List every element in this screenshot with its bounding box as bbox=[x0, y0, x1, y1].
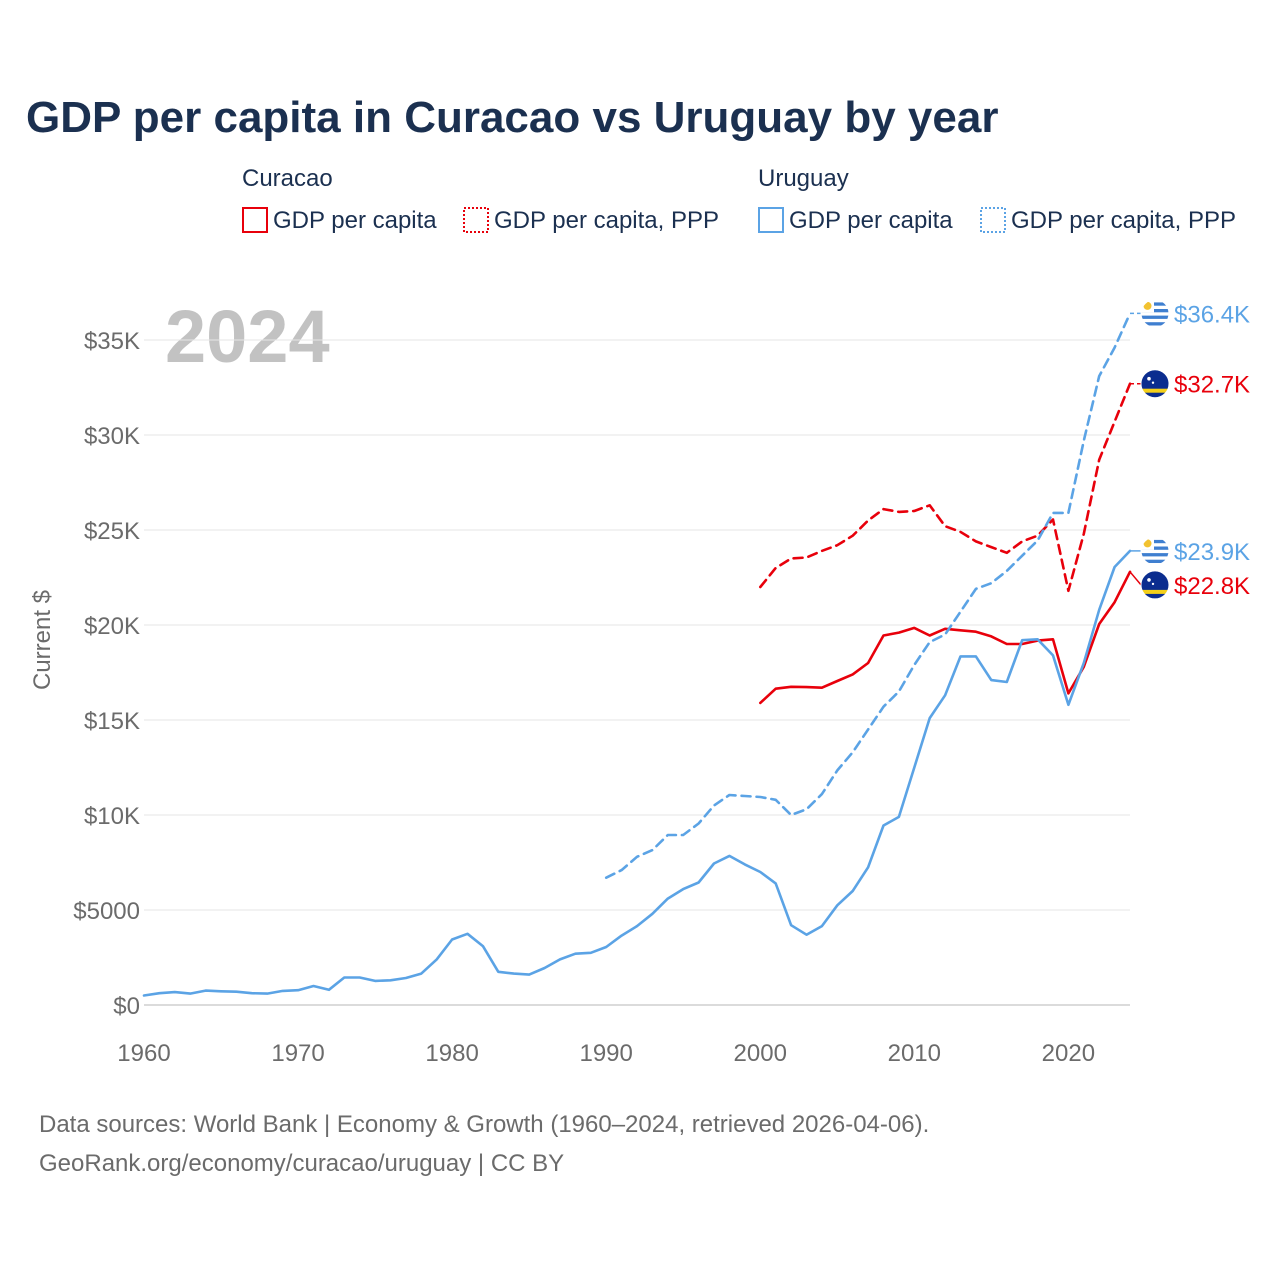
flag-star bbox=[1147, 376, 1151, 381]
x-tick-label: 1980 bbox=[425, 1040, 478, 1067]
series-line-curacao-gdp-per-capita-ppp bbox=[758, 382, 1132, 593]
flag-star bbox=[1151, 582, 1155, 586]
y-tick-label: $35K bbox=[84, 328, 140, 355]
series-line-curacao-gdp-per-capita bbox=[758, 570, 1132, 705]
legend-label-curacao-gdp: GDP per capita bbox=[273, 207, 437, 234]
flag-band bbox=[1141, 388, 1169, 393]
series-line-uruguay-gdp-per-capita-ppp bbox=[604, 312, 1132, 880]
flag-bg bbox=[1141, 369, 1169, 398]
flag-outline bbox=[1140, 536, 1170, 566]
x-tick-label: 2010 bbox=[888, 1040, 941, 1067]
curacao-flag-body bbox=[1141, 570, 1169, 599]
y-axis-label: Current $ bbox=[29, 590, 56, 690]
flag-outline bbox=[1140, 298, 1170, 328]
curacao-flag-icon bbox=[1140, 369, 1170, 399]
chart-title: GDP per capita in Curacao vs Uruguay by … bbox=[26, 93, 998, 142]
legend-swatch-curacao-gdp bbox=[242, 207, 268, 233]
flag-stripe bbox=[1141, 322, 1169, 326]
flag-stripe bbox=[1141, 553, 1169, 557]
flag-band bbox=[1141, 589, 1169, 594]
y-tick-label: $30K bbox=[84, 423, 140, 450]
legend: Curacao GDP per capita GDP per capita, P… bbox=[242, 165, 1236, 234]
y-axis-ticks: $0 $5000 $10K $15K $20K $25K $30K $35K bbox=[73, 328, 140, 1020]
curacao-flag-body bbox=[1141, 369, 1169, 398]
series-lines bbox=[142, 312, 1132, 997]
uruguay-flag-icon bbox=[1140, 298, 1170, 328]
flag-stripe bbox=[1141, 315, 1169, 319]
y-tick-label: $15K bbox=[84, 708, 140, 735]
gridlines bbox=[144, 339, 1130, 1006]
legend-label-curacao-ppp: GDP per capita, PPP bbox=[494, 207, 719, 234]
legend-label-uruguay-gdp: GDP per capita bbox=[789, 207, 953, 234]
flag-stripe bbox=[1141, 539, 1169, 544]
flag-bg bbox=[1141, 570, 1169, 599]
y-tick-label: $5000 bbox=[73, 898, 140, 925]
x-axis-ticks: 1960 1970 1980 1990 2000 2010 2020 bbox=[117, 1040, 1095, 1067]
flag-sun bbox=[1143, 539, 1152, 548]
end-value-label: $22.8K bbox=[1174, 573, 1250, 600]
legend-swatch-uruguay-gdp bbox=[758, 207, 784, 233]
flag-stripe bbox=[1141, 546, 1169, 550]
flag-outline bbox=[1140, 369, 1170, 399]
flag-stripe bbox=[1141, 309, 1169, 313]
flag-stripe bbox=[1141, 302, 1169, 306]
year-watermark: 2024 bbox=[165, 295, 330, 378]
legend-swatch-uruguay-ppp bbox=[980, 207, 1006, 233]
end-labels: $36.4K $32.7K $23.9K $22.8K bbox=[1129, 298, 1250, 600]
legend-group-curacao: Curacao bbox=[242, 165, 333, 192]
end-value-label: $32.7K bbox=[1174, 372, 1250, 399]
curacao-flag-icon bbox=[1140, 570, 1170, 600]
y-tick-label: $10K bbox=[84, 803, 140, 830]
flag-sun bbox=[1143, 301, 1152, 310]
legend-swatch-curacao-ppp bbox=[463, 207, 489, 233]
series-line-uruguay-gdp-per-capita bbox=[142, 549, 1132, 997]
y-tick-label: $25K bbox=[84, 518, 140, 545]
source-line-1: Data sources: World Bank | Economy & Gro… bbox=[39, 1111, 929, 1138]
end-value-label: $36.4K bbox=[1174, 301, 1250, 328]
flag-star bbox=[1151, 381, 1155, 384]
flag-star bbox=[1147, 578, 1151, 582]
x-tick-label: 1990 bbox=[579, 1040, 632, 1067]
x-tick-label: 2020 bbox=[1042, 1040, 1095, 1067]
x-tick-label: 1960 bbox=[117, 1040, 170, 1067]
flag-outline bbox=[1140, 570, 1170, 600]
uruguay-flag-body bbox=[1141, 536, 1169, 565]
legend-label-uruguay-ppp: GDP per capita, PPP bbox=[1011, 207, 1236, 234]
end-value-label: $23.9K bbox=[1174, 539, 1250, 566]
source-line-2: GeoRank.org/economy/curacao/uruguay | CC… bbox=[39, 1150, 564, 1177]
x-tick-label: 1970 bbox=[271, 1040, 324, 1067]
x-tick-label: 2000 bbox=[734, 1040, 787, 1067]
legend-group-uruguay: Uruguay bbox=[758, 165, 849, 192]
end-connector bbox=[1129, 571, 1142, 586]
flag-stripe bbox=[1141, 559, 1169, 563]
y-tick-label: $0 bbox=[113, 993, 140, 1020]
y-tick-label: $20K bbox=[84, 613, 140, 640]
uruguay-flag-icon bbox=[1140, 536, 1170, 566]
